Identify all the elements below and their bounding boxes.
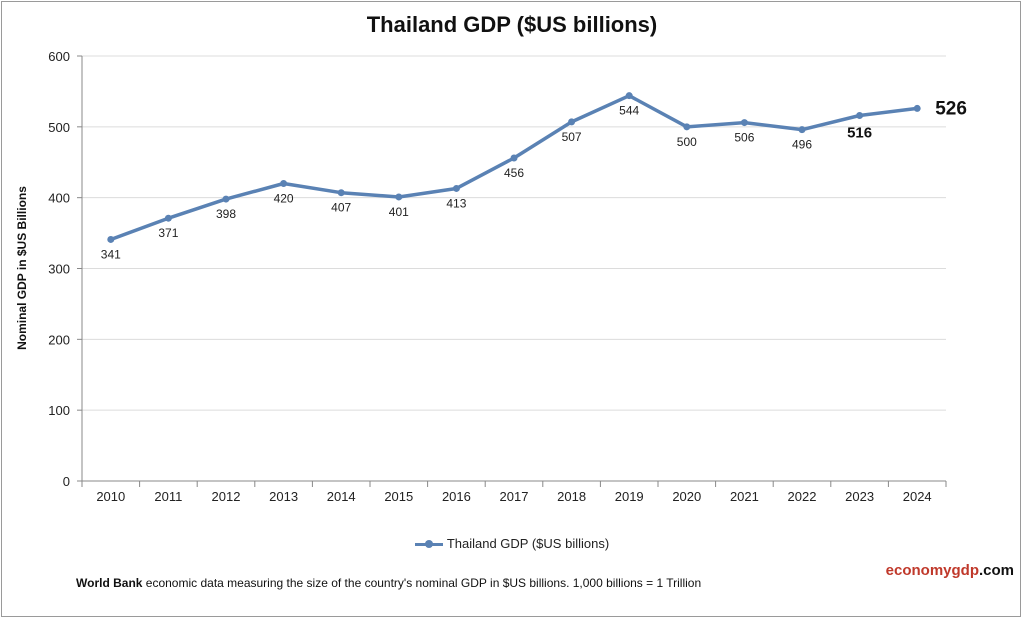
data-label: 401 xyxy=(389,205,409,219)
data-label: 516 xyxy=(847,125,872,142)
data-point xyxy=(337,189,345,197)
data-point xyxy=(164,214,172,222)
chart-title: Thailand GDP ($US billions) xyxy=(366,12,658,37)
data-point xyxy=(510,154,518,162)
x-tick-label: 2012 xyxy=(212,489,241,504)
x-tick-label: 2019 xyxy=(615,489,644,504)
data-label: 407 xyxy=(331,201,351,215)
brand-part2: .com xyxy=(978,562,1014,579)
y-tick-label: 100 xyxy=(48,403,70,418)
legend: Thailand GDP ($US billions) xyxy=(0,536,1024,551)
footer-note: World Bank economic data measuring the s… xyxy=(76,576,701,590)
x-tick-label: 2017 xyxy=(500,489,529,504)
data-label: 398 xyxy=(216,207,236,221)
x-tick-label: 2011 xyxy=(154,489,182,504)
footer-text: economic data measuring the size of the … xyxy=(142,576,702,590)
legend-swatch xyxy=(414,540,443,549)
data-label: 341 xyxy=(101,247,121,261)
data-point xyxy=(280,180,288,187)
data-label: 420 xyxy=(274,192,294,206)
x-tick-label: 2021 xyxy=(730,489,759,504)
data-label: 544 xyxy=(619,104,639,118)
y-tick-label: 600 xyxy=(48,49,70,64)
x-tick-label: 2018 xyxy=(557,489,586,504)
data-point xyxy=(625,92,633,100)
data-point xyxy=(222,195,230,203)
x-tick-label: 2024 xyxy=(903,489,932,504)
data-label: 500 xyxy=(677,135,697,149)
data-label: 413 xyxy=(446,196,466,210)
data-label: 507 xyxy=(562,130,582,144)
y-tick-label: 200 xyxy=(48,332,70,347)
brand-part1: economygdp xyxy=(885,562,979,579)
data-label: 506 xyxy=(734,131,754,145)
y-tick-label: 300 xyxy=(48,262,70,277)
data-point xyxy=(395,193,403,201)
x-tick-label: 2023 xyxy=(845,489,874,504)
y-tick-label: 500 xyxy=(48,120,70,135)
x-tick-label: 2013 xyxy=(269,489,298,504)
data-label: 496 xyxy=(792,138,812,152)
footer-source: World Bank xyxy=(76,576,143,590)
x-tick-label: 2010 xyxy=(96,489,125,504)
data-point xyxy=(107,235,115,243)
data-point xyxy=(683,123,691,131)
data-point xyxy=(913,104,921,112)
y-tick-label: 0 xyxy=(63,474,70,489)
data-point xyxy=(568,118,576,126)
legend-label: Thailand GDP ($US billions) xyxy=(446,536,610,551)
data-point xyxy=(798,126,806,134)
y-tick-label: 400 xyxy=(48,191,70,206)
x-tick-label: 2014 xyxy=(327,489,356,504)
data-label: 371 xyxy=(158,226,178,240)
data-point xyxy=(452,184,460,192)
data-label: 526 xyxy=(935,98,967,119)
x-tick-label: 2020 xyxy=(672,489,701,504)
x-tick-label: 2015 xyxy=(384,489,413,504)
data-label: 456 xyxy=(504,166,524,180)
x-tick-label: 2016 xyxy=(442,489,471,504)
data-point xyxy=(740,119,748,127)
brand-logo: economygdp.com xyxy=(886,562,1014,579)
x-tick-label: 2022 xyxy=(788,489,817,504)
data-point xyxy=(856,112,864,119)
